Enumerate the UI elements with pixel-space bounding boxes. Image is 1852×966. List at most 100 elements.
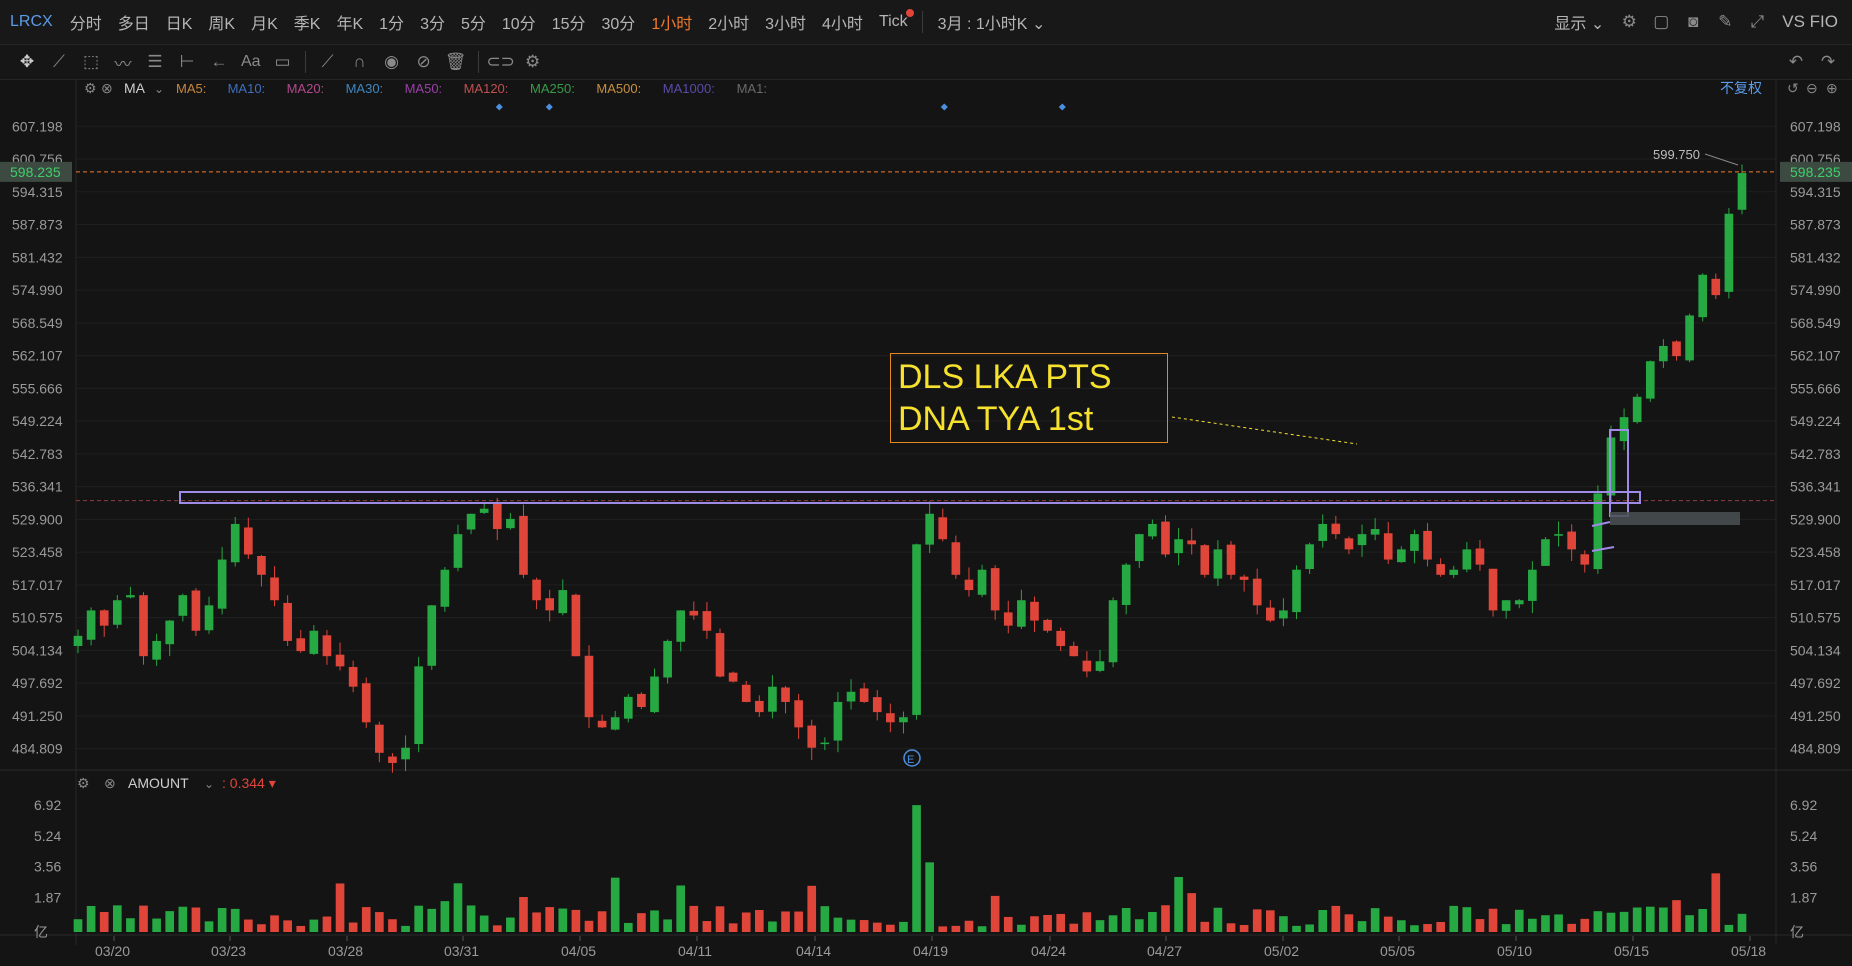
zoom-in-icon[interactable]: ⊕ <box>1826 80 1838 96</box>
display-menu[interactable]: 显示 ⌄ <box>1554 10 1604 34</box>
magnet-icon[interactable]: ∩ <box>353 52 366 71</box>
camera-icon[interactable]: ◙ <box>1688 12 1699 31</box>
gear-icon[interactable]: ⚙ <box>1621 12 1637 31</box>
event-marker[interactable] <box>545 103 553 111</box>
period-tab-8[interactable]: 3分 <box>420 16 445 33</box>
candle <box>1383 521 1393 564</box>
volume-close-icon[interactable]: ⊗ <box>104 775 116 791</box>
volume-bar <box>1488 908 1498 932</box>
event-marker[interactable] <box>495 103 503 111</box>
volume-bar <box>217 908 227 932</box>
divider <box>477 51 479 73</box>
candlestick-series <box>73 164 1747 773</box>
candle-body <box>1501 600 1511 611</box>
support-zone[interactable] <box>1610 512 1740 525</box>
y-tick-label: 517.017 <box>12 577 63 593</box>
candle <box>663 639 672 684</box>
period-tab-2[interactable]: 日K <box>165 16 193 33</box>
volume-settings-icon[interactable]: ⚙ <box>77 775 90 791</box>
earnings-marker[interactable] <box>903 749 921 767</box>
volume-bar <box>178 906 188 932</box>
vs-label[interactable]: VS FIO <box>1782 12 1838 31</box>
wave-tool-icon[interactable]: 〰 <box>114 54 132 74</box>
redo-icon[interactable]: ↷ <box>1820 52 1836 71</box>
candle <box>126 586 135 599</box>
volume-indicator-name[interactable]: AMOUNT <box>128 775 189 791</box>
ruler-icon[interactable]: ⟋ <box>321 52 334 71</box>
indicator-name[interactable]: MA <box>124 80 146 96</box>
range-tool-icon[interactable]: ⊢ <box>179 52 195 71</box>
period-dropdown[interactable]: 3月 : 1小时K ⌄ <box>938 10 1046 34</box>
volume-header: ⚙ ⊗ AMOUNT ⌄ : 0.344 ▾ <box>77 775 276 791</box>
candle <box>1121 563 1131 615</box>
candle-body <box>99 610 109 626</box>
volume-bar <box>1724 924 1734 932</box>
fib-tool-icon[interactable]: ☰ <box>147 52 163 71</box>
chevron-down-icon[interactable]: ⌄ <box>154 82 164 96</box>
move-icon[interactable]: ✥ <box>19 52 35 71</box>
period-tab-3[interactable]: 周K <box>208 16 236 33</box>
period-tab-13[interactable]: 1小时 <box>651 16 693 33</box>
period-tab-14[interactable]: 2小时 <box>708 16 750 33</box>
text-tool[interactable]: Aa <box>241 53 261 70</box>
candle <box>178 593 188 622</box>
x-tick-label: 04/27 <box>1147 943 1182 959</box>
line-tool-icon[interactable]: ⟋ <box>53 52 65 71</box>
candle <box>1737 164 1747 215</box>
y-tick-label: 491.250 <box>1790 708 1841 724</box>
candle-body <box>1187 540 1197 545</box>
period-tab-11[interactable]: 15分 <box>551 16 586 33</box>
y-tick-label: 510.575 <box>12 610 63 626</box>
resistance-box[interactable] <box>179 491 1641 504</box>
layout-icon[interactable]: ▢ <box>1653 12 1670 31</box>
rect-tool-icon[interactable]: ⬚ <box>82 52 100 71</box>
undo-icon[interactable]: ↶ <box>1788 52 1804 71</box>
candle-body <box>1200 545 1210 575</box>
indicator-close-icon[interactable]: ⊗ <box>101 80 113 96</box>
settings-icon[interactable]: ⚙ <box>524 52 541 71</box>
candle-body <box>1436 564 1445 575</box>
volume-bar <box>1698 908 1708 932</box>
period-tab-15[interactable]: 3小时 <box>765 16 807 33</box>
candle <box>440 566 450 612</box>
symbol-label[interactable]: LRCX <box>10 13 53 30</box>
chevron-down-icon[interactable]: ⌄ <box>204 777 214 791</box>
annotation-box[interactable]: DLS LKA PTS DNA TYA 1st <box>890 353 1168 443</box>
event-marker[interactable] <box>940 103 948 111</box>
period-tab-7[interactable]: 1分 <box>379 16 405 33</box>
y-tick-label: 529.900 <box>1790 511 1841 527</box>
hide-icon[interactable]: ⊘ <box>416 52 431 71</box>
y-tick-label: 562.107 <box>1790 348 1841 364</box>
volume-bar <box>571 909 581 932</box>
adjust-label[interactable]: 不复权 <box>1720 80 1762 96</box>
zoom-out-icon[interactable]: ⊖ <box>1806 80 1818 96</box>
period-tab-9[interactable]: 5分 <box>460 16 486 33</box>
period-tab-5[interactable]: 季K <box>293 16 321 33</box>
candle <box>217 547 227 615</box>
period-tab-17[interactable]: Tick <box>879 9 914 31</box>
indicator-settings-icon[interactable]: ⚙ <box>84 80 97 96</box>
period-tab-12[interactable]: 30分 <box>601 16 636 33</box>
candle <box>479 503 489 515</box>
period-tab-6[interactable]: 年K <box>336 16 364 33</box>
event-marker[interactable] <box>1058 103 1066 111</box>
candle-body <box>453 534 463 568</box>
candle <box>1423 523 1432 567</box>
arrow-tool-icon[interactable]: ← <box>210 52 228 71</box>
fullscreen-icon[interactable]: ⤢ <box>1750 12 1765 31</box>
period-tab-1[interactable]: 多日 <box>117 16 150 33</box>
pen-icon[interactable]: ✎ <box>1718 12 1733 31</box>
amount-tick-label: 1.87 <box>34 890 61 906</box>
period-tab-4[interactable]: 月K <box>251 16 278 33</box>
reset-icon[interactable]: ↺ <box>1787 80 1799 96</box>
candle <box>99 609 109 637</box>
period-tab-10[interactable]: 10分 <box>501 16 536 33</box>
trash-icon[interactable]: 🗑 <box>444 52 467 71</box>
link-icon[interactable]: ⊂⊃ <box>486 52 515 71</box>
x-tick-label: 04/19 <box>913 943 948 959</box>
period-tab-16[interactable]: 4小时 <box>822 16 863 33</box>
eye-icon[interactable]: ◉ <box>384 52 399 71</box>
comment-tool-icon[interactable]: ▭ <box>274 52 291 71</box>
period-tab-0[interactable]: 分时 <box>69 16 102 33</box>
